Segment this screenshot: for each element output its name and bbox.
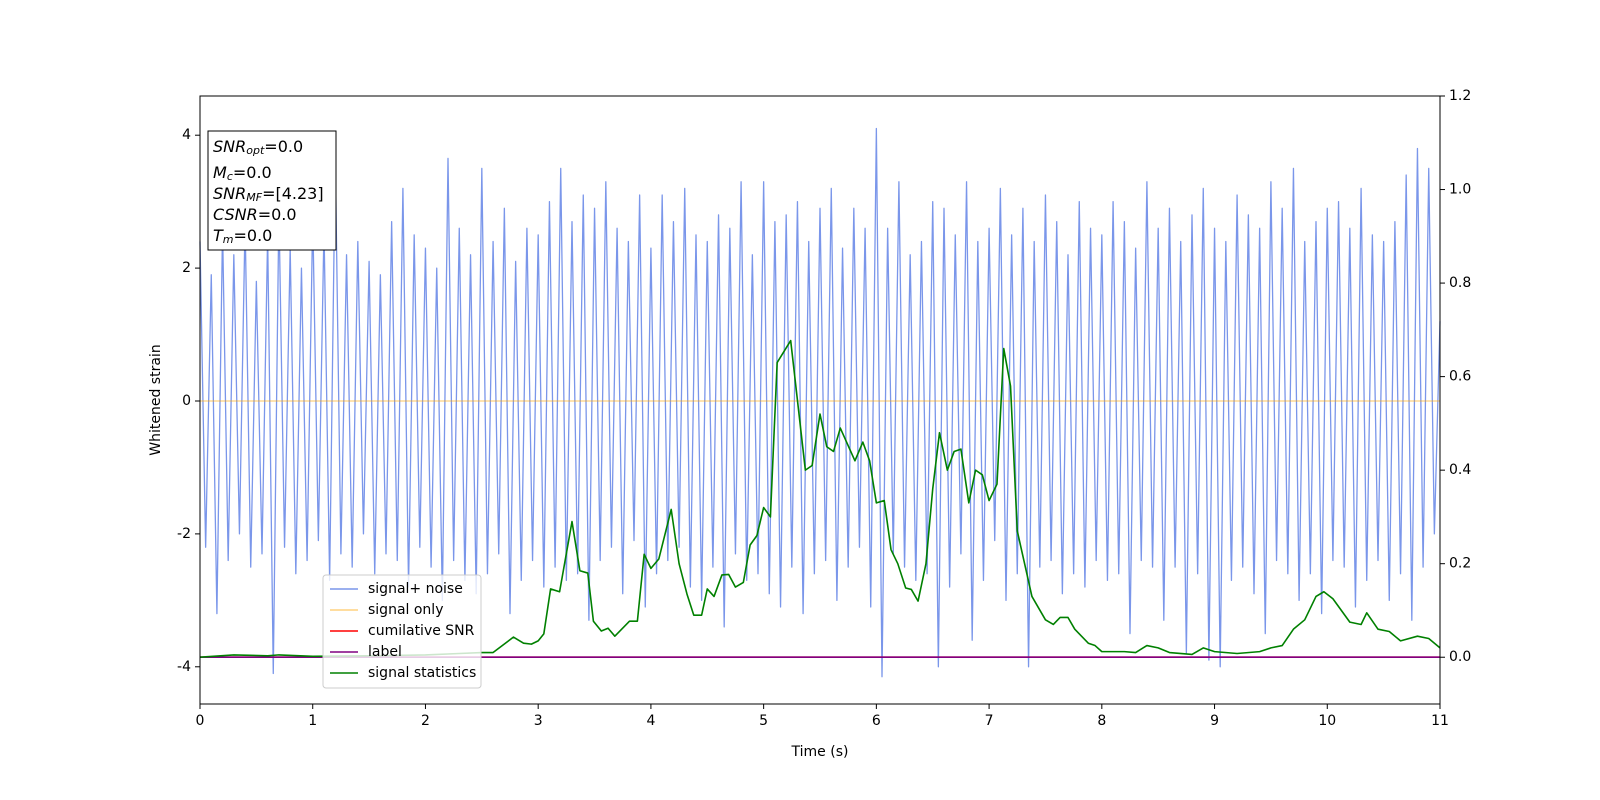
y2-tick-label: 0.6 <box>1449 369 1471 385</box>
annotation-value: =0.0 <box>233 163 272 182</box>
y-tick-label: 4 <box>182 127 191 143</box>
series-line <box>199 339 1441 659</box>
y2-tick-label: 0.0 <box>1449 649 1471 665</box>
annotation-symbol: M <box>213 163 227 182</box>
annotation-value: =[4.23] <box>262 184 324 203</box>
legend-label: label <box>368 644 402 660</box>
x-tick-label: 3 <box>534 713 543 729</box>
annotation-subscript: m <box>223 233 234 246</box>
x-tick-label: 8 <box>1097 713 1106 729</box>
annotation-symbol: CSNR <box>213 205 258 224</box>
x-tick-label: 5 <box>759 713 768 729</box>
x-tick-label: 2 <box>421 713 430 729</box>
y2-tick-label: 0.8 <box>1449 275 1471 291</box>
y2-tick-label: 1.0 <box>1449 182 1471 198</box>
annotation-subscript: opt <box>246 144 265 157</box>
annotation-symbol: SNR <box>213 137 246 156</box>
legend-label: cumilative SNR <box>368 623 475 639</box>
axes-frame <box>199 95 1441 705</box>
annotation-symbol: T <box>213 226 224 245</box>
annotation-subscript: MF <box>246 191 262 204</box>
y2-tick-label: 0.2 <box>1449 556 1471 572</box>
legend: signal+ noise signal only cumilative SNR la… <box>322 574 482 689</box>
annotation-value: =0.0 <box>264 137 303 156</box>
series-line <box>199 127 1441 678</box>
annotation: SNRMF=[4.23] <box>213 184 324 205</box>
x-tick-label: 10 <box>1318 713 1336 729</box>
legend-label: signal only <box>368 602 443 618</box>
x-tick-label: 4 <box>646 713 655 729</box>
x-tick-label: 11 <box>1431 713 1449 729</box>
annotation-value: =0.0 <box>234 226 273 245</box>
legend-label: signal+ noise <box>368 581 463 597</box>
y-tick-label: -2 <box>177 526 191 542</box>
annotation: Mc=0.0 <box>213 163 272 184</box>
annotation: CSNR=0.0 <box>213 205 297 224</box>
legend-frame <box>322 574 482 689</box>
annotation-value: =0.0 <box>258 205 297 224</box>
x-tick-label: 6 <box>872 713 881 729</box>
x-tick-label: 1 <box>308 713 317 729</box>
y-tick-label: 2 <box>182 260 191 276</box>
y2-tick-label: 0.4 <box>1449 462 1471 478</box>
annotation-subscript: c <box>227 170 233 183</box>
legend-label: signal statistics <box>368 665 476 681</box>
y-axis-label: Whitened strain <box>148 344 164 455</box>
annotation: SNRopt=0.0 <box>213 137 303 158</box>
y2-tick-label: 1.2 <box>1449 88 1471 104</box>
x-tick-label: 9 <box>1210 713 1219 729</box>
x-tick-label: 7 <box>985 713 994 729</box>
annotation-symbol: SNR <box>213 184 246 203</box>
y-tick-label: 0 <box>182 393 191 409</box>
x-axis-label: Time (s) <box>791 744 849 760</box>
x-tick-label: 0 <box>196 713 205 729</box>
annotation-frame <box>207 130 337 251</box>
annotation: Tm=0.0 <box>213 226 272 247</box>
y-tick-label: -4 <box>177 659 191 675</box>
annotation-box: SNRopt=0.0Mc=0.0SNRMF=[4.23]CSNR=0.0Tm=0… <box>207 130 337 251</box>
